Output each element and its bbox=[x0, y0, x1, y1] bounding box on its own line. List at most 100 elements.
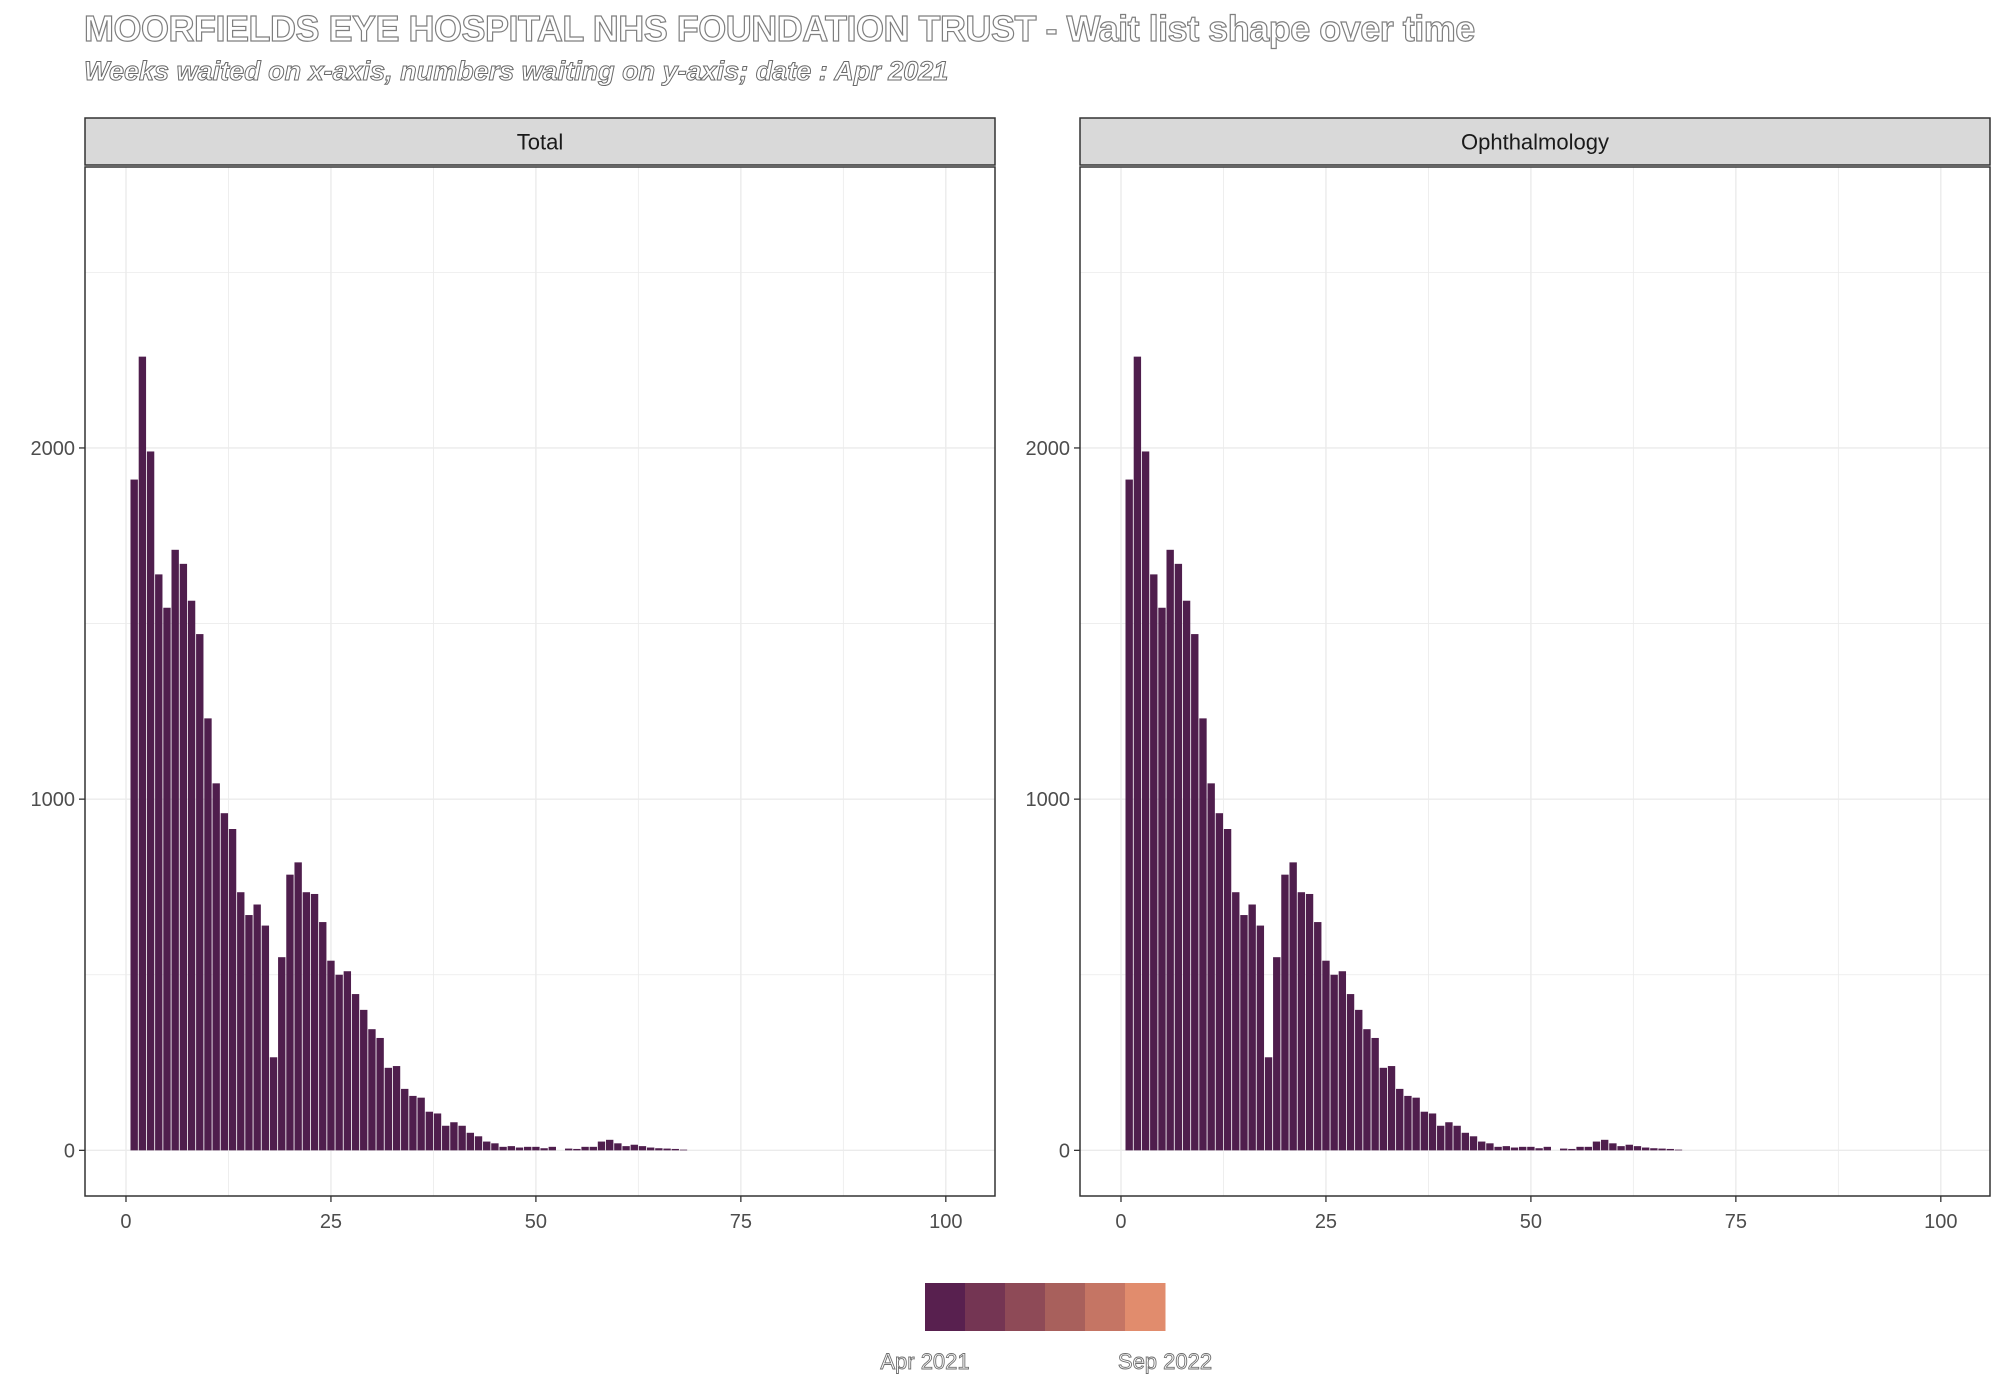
y-tick-label: 2000 bbox=[1026, 438, 1071, 460]
bar-week-29 bbox=[1355, 1009, 1363, 1151]
bar-week-6 bbox=[1166, 549, 1174, 1151]
bar-week-3 bbox=[146, 451, 155, 1151]
bar-week-40 bbox=[450, 1122, 458, 1151]
bar-week-32 bbox=[384, 1067, 393, 1151]
bar-week-24 bbox=[1314, 922, 1322, 1151]
bar-week-13 bbox=[1223, 829, 1232, 1151]
bar-week-51 bbox=[1535, 1148, 1543, 1151]
bar-week-41 bbox=[458, 1125, 466, 1151]
y-tick-label: 0 bbox=[1059, 1140, 1070, 1162]
bar-week-62 bbox=[1625, 1144, 1633, 1151]
bar-week-26 bbox=[1330, 974, 1338, 1151]
bar-week-2 bbox=[1133, 356, 1142, 1151]
bar-week-34 bbox=[401, 1088, 409, 1151]
bar-week-16 bbox=[253, 904, 261, 1151]
bar-week-22 bbox=[1297, 892, 1306, 1151]
bar-week-50 bbox=[532, 1146, 540, 1151]
facet-strip bbox=[84, 117, 996, 166]
legend-swatch-4 bbox=[1045, 1283, 1086, 1331]
bar-week-23 bbox=[310, 893, 319, 1151]
bar-week-14 bbox=[1232, 892, 1240, 1151]
bar-week-10 bbox=[204, 718, 212, 1151]
bar-week-67 bbox=[671, 1148, 679, 1151]
bar-week-31 bbox=[376, 1037, 384, 1151]
bar-week-27 bbox=[1338, 971, 1347, 1151]
bar-week-46 bbox=[1494, 1146, 1502, 1151]
bar-week-14 bbox=[237, 892, 245, 1151]
bar-week-33 bbox=[1387, 1066, 1396, 1151]
legend-swatch-6 bbox=[1125, 1283, 1166, 1331]
x-tick-label: 50 bbox=[525, 1211, 547, 1233]
x-tick-label: 0 bbox=[120, 1211, 131, 1233]
bar-week-64 bbox=[646, 1147, 655, 1151]
bar-week-63 bbox=[1633, 1146, 1642, 1151]
bar-week-33 bbox=[392, 1066, 401, 1151]
facet-strip-label: Ophthalmology bbox=[1461, 130, 1609, 155]
bar-week-68 bbox=[1674, 1149, 1683, 1151]
bar-week-39 bbox=[1437, 1125, 1445, 1151]
bar-week-67 bbox=[1666, 1148, 1674, 1151]
legend-start-label: Apr 2021 bbox=[880, 1349, 969, 1374]
bar-week-5 bbox=[163, 607, 171, 1151]
bar-week-52 bbox=[1543, 1146, 1551, 1151]
bar-week-28 bbox=[351, 994, 360, 1151]
bar-week-49 bbox=[524, 1146, 532, 1151]
bar-week-16 bbox=[1248, 904, 1256, 1151]
bar-week-58 bbox=[1592, 1141, 1601, 1151]
bar-week-49 bbox=[1519, 1146, 1527, 1151]
x-tick-label: 100 bbox=[1924, 1211, 1957, 1233]
legend-swatch-2 bbox=[965, 1283, 1006, 1331]
bar-week-4 bbox=[1150, 574, 1158, 1151]
bar-week-20 bbox=[286, 874, 294, 1151]
legend-swatch-1 bbox=[925, 1283, 966, 1331]
bar-week-34 bbox=[1396, 1088, 1404, 1151]
bar-week-51 bbox=[540, 1148, 548, 1151]
x-tick-label: 75 bbox=[730, 1211, 752, 1233]
bar-week-45 bbox=[491, 1143, 499, 1151]
bar-week-19 bbox=[278, 957, 286, 1151]
bar-week-18 bbox=[1264, 1057, 1273, 1151]
bar-week-58 bbox=[597, 1141, 606, 1151]
bar-week-12 bbox=[220, 813, 229, 1151]
bar-week-40 bbox=[1445, 1122, 1453, 1151]
bar-week-7 bbox=[179, 563, 188, 1151]
title-block: MOORFIELDS EYE HOSPITAL NHS FOUNDATION T… bbox=[83, 7, 1476, 87]
y-tick-label: 2000 bbox=[31, 438, 76, 460]
bar-week-36 bbox=[417, 1097, 425, 1151]
x-tick-label: 25 bbox=[320, 1211, 342, 1233]
bar-week-5 bbox=[1158, 607, 1166, 1151]
bar-week-10 bbox=[1199, 718, 1207, 1151]
bar-week-48 bbox=[1510, 1147, 1519, 1151]
bar-week-61 bbox=[1617, 1146, 1625, 1151]
bar-week-43 bbox=[474, 1136, 483, 1151]
bar-week-1 bbox=[1125, 479, 1133, 1151]
bar-week-35 bbox=[1404, 1095, 1412, 1151]
x-tick-label: 75 bbox=[1725, 1211, 1747, 1233]
bar-week-56 bbox=[581, 1146, 589, 1151]
bar-week-15 bbox=[1240, 915, 1248, 1151]
bar-week-60 bbox=[614, 1143, 622, 1151]
bar-week-9 bbox=[196, 634, 204, 1151]
bar-week-12 bbox=[1215, 813, 1224, 1151]
bar-week-68 bbox=[679, 1149, 688, 1151]
bar-week-66 bbox=[1658, 1148, 1666, 1151]
bar-week-22 bbox=[302, 892, 311, 1151]
bar-week-8 bbox=[187, 600, 196, 1151]
bar-week-20 bbox=[1281, 874, 1289, 1151]
bar-week-35 bbox=[409, 1095, 417, 1151]
bar-week-54 bbox=[1560, 1148, 1568, 1151]
bar-week-65 bbox=[655, 1148, 663, 1151]
bar-week-42 bbox=[1461, 1132, 1470, 1151]
bar-week-38 bbox=[433, 1113, 442, 1151]
x-tick-label: 25 bbox=[1315, 1211, 1337, 1233]
colour-legend: Apr 2021 Sep 2022 bbox=[880, 1283, 1213, 1374]
bar-week-59 bbox=[605, 1139, 614, 1151]
bar-week-66 bbox=[663, 1148, 671, 1151]
bar-week-57 bbox=[1584, 1146, 1592, 1151]
bar-week-61 bbox=[622, 1146, 630, 1151]
bar-week-48 bbox=[515, 1147, 524, 1151]
bar-week-17 bbox=[261, 925, 270, 1151]
